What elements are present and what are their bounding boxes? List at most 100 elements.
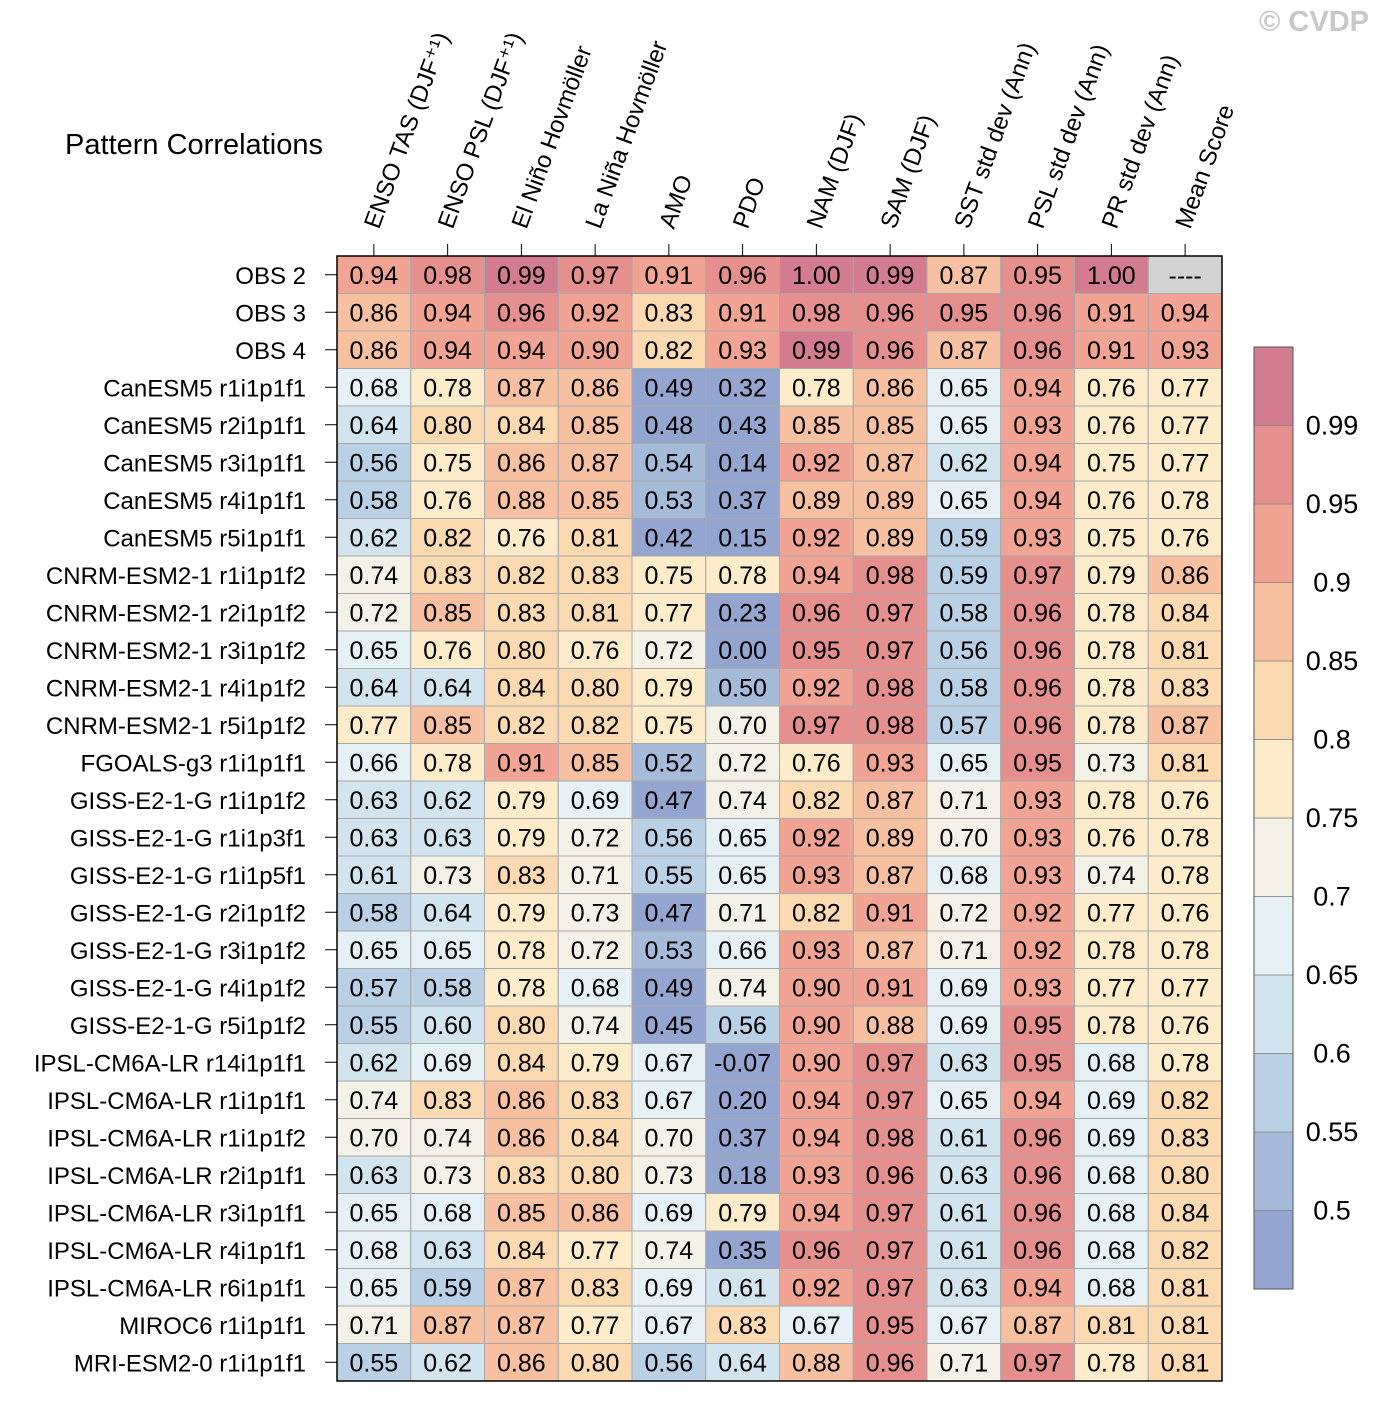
colorbar-tick-label: 0.75	[1306, 803, 1359, 833]
cell-value-label: 0.90	[792, 1012, 841, 1040]
cell-value-label: 0.85	[423, 712, 472, 740]
cell-value-label: 0.84	[1161, 599, 1210, 627]
heatmap-cell	[557, 780, 633, 819]
cell-value-label: 0.70	[350, 1124, 399, 1152]
heatmap-cell	[779, 630, 854, 669]
heatmap-cell	[410, 930, 485, 969]
cell-value-label: 0.94	[1161, 299, 1210, 327]
row-label: IPSL-CM6A-LR r1i1p1f1	[47, 1088, 306, 1115]
cell-value-label: 0.72	[571, 824, 620, 852]
heatmap-cell	[705, 405, 780, 444]
row-label: GISS-E2-1-G r1i1p3f1	[70, 825, 306, 852]
cell-value-label: 0.74	[350, 1087, 399, 1115]
cell-value-label: 0.76	[1161, 787, 1210, 815]
cell-value-label: 0.96	[1013, 1237, 1062, 1265]
heatmap-cell	[852, 555, 928, 594]
heatmap-cell	[1074, 368, 1149, 407]
heatmap-cell	[557, 555, 633, 594]
cell-value-label: 0.87	[1161, 712, 1210, 740]
heatmap-cell	[779, 368, 854, 407]
heatmap-cell	[557, 1118, 633, 1157]
cell-value-label: 0.69	[645, 1274, 694, 1302]
cell-value-label: 0.73	[423, 1162, 472, 1190]
cell-value-label: 0.56	[645, 824, 694, 852]
heatmap-cell	[410, 780, 485, 819]
heatmap-cell	[1147, 405, 1223, 444]
heatmap-cell	[926, 855, 1002, 894]
cell-value-label: 0.78	[423, 374, 472, 402]
cell-value-label: 0.77	[1087, 899, 1136, 927]
cell-value-label: 0.94	[350, 262, 399, 290]
heatmap-cell	[336, 255, 412, 294]
cell-value-label: 0.60	[423, 1012, 472, 1040]
cell-value-label: 0.61	[350, 862, 399, 890]
heatmap-cell	[631, 630, 707, 669]
heatmap-cell	[779, 1043, 854, 1082]
cell-value-label: 0.83	[1161, 674, 1210, 702]
heatmap-cell	[631, 1080, 707, 1119]
colorbar-bin	[1253, 896, 1294, 976]
cell-value-label: 0.78	[1087, 937, 1136, 965]
heatmap-cell	[779, 555, 854, 594]
column-label: PR std dev (Ann)	[1097, 51, 1185, 232]
cell-value-label: 0.89	[866, 487, 915, 515]
cell-value-label: 0.78	[497, 974, 546, 1002]
cell-value-label: 0.96	[1013, 1124, 1062, 1152]
row-label: CanESM5 r1i1p1f1	[103, 375, 306, 402]
cell-value-label: 0.68	[1087, 1237, 1136, 1265]
cell-value-label: 0.49	[645, 974, 694, 1002]
cell-value-label: 0.83	[423, 1087, 472, 1115]
cell-value-label: 0.77	[571, 1237, 620, 1265]
cell-value-label: 0.92	[571, 299, 620, 327]
cell-value-label: 0.71	[940, 937, 989, 965]
cell-value-label: 0.75	[1087, 524, 1136, 552]
cell-value-label: 0.98	[866, 712, 915, 740]
row-label: GISS-E2-1-G r5i1p1f2	[70, 1013, 306, 1040]
heatmap-cell	[1074, 1230, 1149, 1269]
cell-value-label: 0.99	[497, 262, 546, 290]
cell-value-label: 0.87	[497, 1312, 546, 1340]
colorbar-bin	[1253, 346, 1294, 426]
heatmap-cell	[779, 930, 854, 969]
cell-value-label: 0.77	[1161, 412, 1210, 440]
heatmap-cell	[852, 1118, 928, 1157]
cell-value-label: 0.83	[497, 1162, 546, 1190]
heatmap-cell	[926, 1230, 1002, 1269]
cell-value-label: 0.78	[1087, 1012, 1136, 1040]
heatmap-cell	[779, 593, 854, 632]
cell-value-label: 0.94	[1013, 1087, 1062, 1115]
heatmap-cell	[484, 1230, 559, 1269]
cell-value-label: 0.92	[792, 449, 841, 477]
cell-value-label: 0.82	[792, 787, 841, 815]
cell-value-label: 0.63	[940, 1162, 989, 1190]
heatmap-cell	[1074, 555, 1149, 594]
cell-value-label: 0.83	[571, 1274, 620, 1302]
cell-value-label: 0.81	[1161, 1274, 1210, 1302]
heatmap-cell	[557, 893, 633, 932]
cell-value-label: 0.76	[423, 487, 472, 515]
cell-value-label: 0.84	[497, 412, 546, 440]
heatmap-cell	[1147, 743, 1223, 782]
cell-value-label: 0.65	[940, 374, 989, 402]
column-label: SST std dev (Ann)	[949, 39, 1041, 232]
cell-value-label: 0.79	[1087, 562, 1136, 590]
cell-value-label: 0.83	[1161, 1124, 1210, 1152]
cell-value-label: 0.87	[423, 1312, 472, 1340]
cell-value-label: 0.68	[1087, 1162, 1136, 1190]
heatmap-cell	[852, 1268, 928, 1307]
heatmap-cell	[410, 705, 485, 744]
cell-value-label: 0.71	[940, 787, 989, 815]
heatmap-cell	[336, 668, 412, 707]
cell-value-label: 0.45	[645, 1012, 694, 1040]
cell-value-label: 0.79	[497, 824, 546, 852]
column-label: Mean Score	[1170, 101, 1240, 232]
cell-value-label: 0.93	[1013, 974, 1062, 1002]
heatmap-cell	[1074, 1043, 1149, 1082]
cell-value-label: -0.07	[714, 1049, 771, 1077]
heatmap-cell	[1074, 1193, 1149, 1232]
column-label: NAM (DJF)	[802, 110, 868, 232]
cell-value-label: 0.66	[350, 749, 399, 777]
cell-value-label: 0.78	[1087, 787, 1136, 815]
cell-value-label: 0.65	[718, 824, 767, 852]
cell-value-label: 0.85	[497, 1199, 546, 1227]
